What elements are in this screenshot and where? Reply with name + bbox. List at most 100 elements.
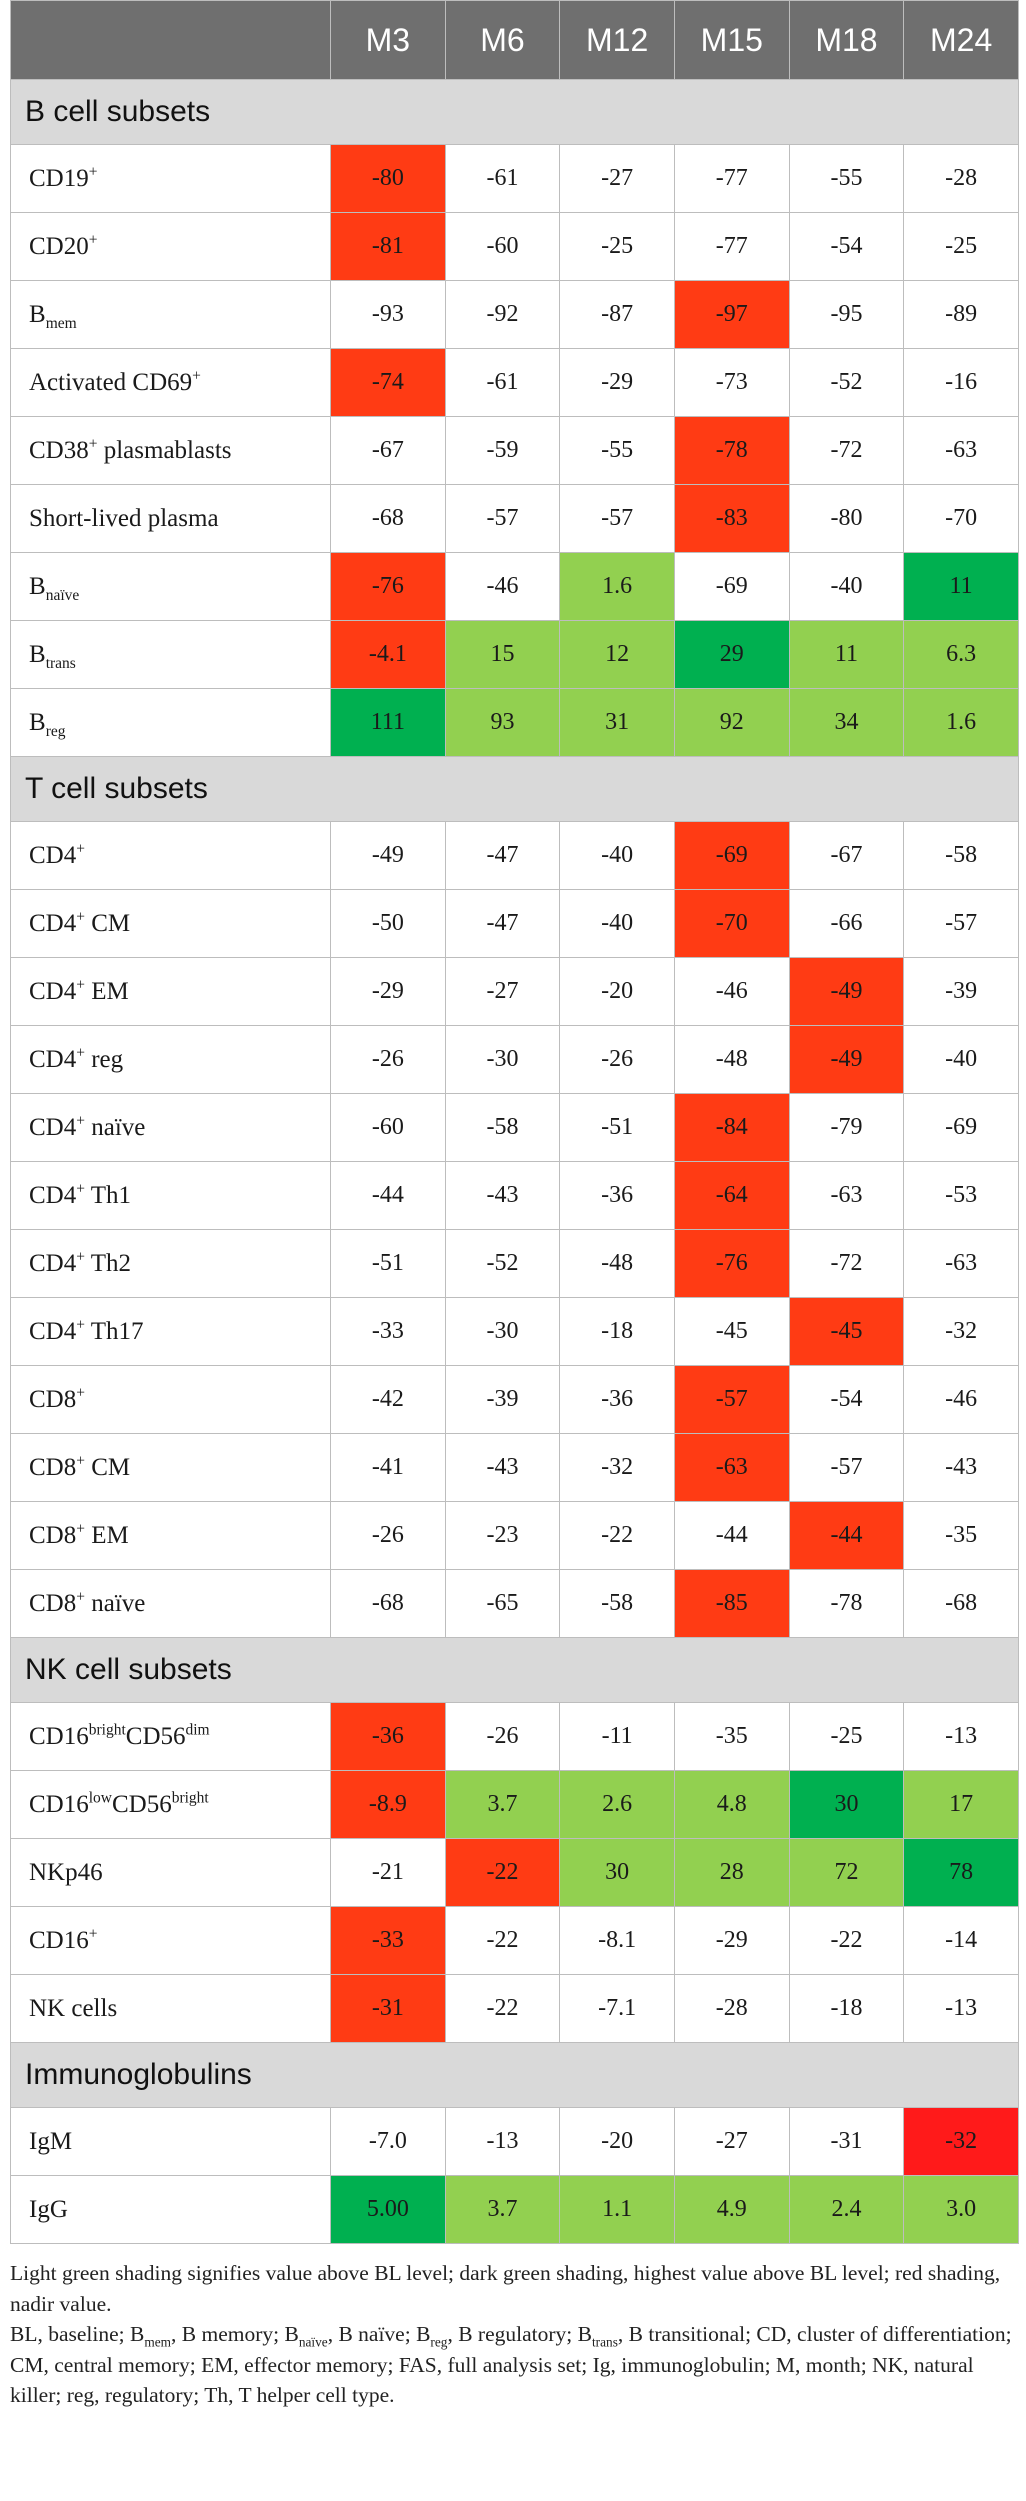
value-cell: -23 xyxy=(444,1501,561,1570)
value-cell: -28 xyxy=(673,1974,790,2043)
value-cell: -84 xyxy=(673,1093,790,1162)
value-cell: -26 xyxy=(559,1025,675,1094)
value-cell: -57 xyxy=(444,484,561,553)
row-label: Bnaïve xyxy=(10,552,331,621)
value-cell: -51 xyxy=(559,1093,675,1162)
section-row: Immunoglobulins xyxy=(10,2042,1019,2108)
row-label: CD19+ xyxy=(10,144,331,213)
value-cell: -32 xyxy=(903,2107,1019,2176)
value-cell: 5.00 xyxy=(330,2175,446,2244)
row-label: Btrans xyxy=(10,620,331,689)
value-cell: -13 xyxy=(903,1702,1019,1771)
value-cell: 2.4 xyxy=(788,2175,905,2244)
value-cell: -67 xyxy=(788,821,905,890)
value-cell: -22 xyxy=(444,1906,561,1975)
value-cell: -18 xyxy=(559,1297,675,1366)
value-cell: -22 xyxy=(788,1906,905,1975)
value-cell: -26 xyxy=(330,1501,446,1570)
row-label: CD16brightCD56dim xyxy=(10,1702,331,1771)
table-row: NK cells -31 -22 -7.1 -28 -18 -13 xyxy=(10,1974,1019,2043)
table-row: Short-lived plasma -68 -57 -57 -83 -80 -70 xyxy=(10,484,1019,553)
section-title: Immunoglobulins xyxy=(10,2042,1019,2108)
value-cell: -43 xyxy=(444,1161,561,1230)
value-cell: -35 xyxy=(903,1501,1019,1570)
value-cell: -81 xyxy=(330,212,446,281)
value-cell: -8.9 xyxy=(330,1770,446,1839)
value-cell: -85 xyxy=(673,1569,790,1638)
value-cell: -8.1 xyxy=(559,1906,675,1975)
value-cell: -7.1 xyxy=(559,1974,675,2043)
value-cell: -27 xyxy=(559,144,675,213)
table-row: CD16brightCD56dim -36 -26 -11 -35 -25 -13 xyxy=(10,1702,1019,1771)
value-cell: 93 xyxy=(444,688,561,757)
table-row: CD4+ naïve -60 -58 -51 -84 -79 -69 xyxy=(10,1093,1019,1162)
value-cell: -29 xyxy=(559,348,675,417)
value-cell: -67 xyxy=(330,416,446,485)
value-cell: -18 xyxy=(788,1974,905,2043)
row-label: IgG xyxy=(10,2175,331,2244)
table-row: CD8+ naïve -68 -65 -58 -85 -78 -68 xyxy=(10,1569,1019,1638)
column-header: M18 xyxy=(788,0,905,80)
value-cell: 4.8 xyxy=(673,1770,790,1839)
row-label: CD38+ plasmablasts xyxy=(10,416,331,485)
value-cell: -77 xyxy=(673,212,790,281)
value-cell: -69 xyxy=(903,1093,1019,1162)
value-cell: -13 xyxy=(444,2107,561,2176)
header-row: M3 M6 M12 M15 M18 M24 xyxy=(10,0,1019,80)
value-cell: -32 xyxy=(559,1433,675,1502)
value-cell: -95 xyxy=(788,280,905,349)
value-cell: -22 xyxy=(444,1974,561,2043)
table-row: CD20+ -81 -60 -25 -77 -54 -25 xyxy=(10,212,1019,281)
section-title: T cell subsets xyxy=(10,756,1019,822)
table-row: Bnaïve -76 -46 1.6 -69 -40 11 xyxy=(10,552,1019,621)
value-cell: -76 xyxy=(673,1229,790,1298)
column-header: M6 xyxy=(444,0,561,80)
footnote-abbreviations: BL, baseline; Bmem, B memory; Bnaïve, B … xyxy=(10,2322,1012,2408)
value-cell: -74 xyxy=(330,348,446,417)
row-label: NK cells xyxy=(10,1974,331,2043)
row-label: NKp46 xyxy=(10,1838,331,1907)
value-cell: -29 xyxy=(673,1906,790,1975)
value-cell: -68 xyxy=(330,484,446,553)
value-cell: 30 xyxy=(788,1770,905,1839)
value-cell: -16 xyxy=(903,348,1019,417)
value-cell: -97 xyxy=(673,280,790,349)
value-cell: -60 xyxy=(444,212,561,281)
row-label: CD4+ Th17 xyxy=(10,1297,331,1366)
value-cell: 1.6 xyxy=(903,688,1019,757)
section-title: B cell subsets xyxy=(10,79,1019,145)
value-cell: -49 xyxy=(330,821,446,890)
section-title: NK cell subsets xyxy=(10,1637,1019,1703)
section-row: T cell subsets xyxy=(10,756,1019,822)
value-cell: -33 xyxy=(330,1297,446,1366)
value-cell: 11 xyxy=(903,552,1019,621)
value-cell: -49 xyxy=(788,1025,905,1094)
value-cell: -11 xyxy=(559,1702,675,1771)
table-row: Btrans -4.1 15 12 29 11 6.3 xyxy=(10,620,1019,689)
value-cell: -44 xyxy=(673,1501,790,1570)
value-cell: -25 xyxy=(903,212,1019,281)
value-cell: 11 xyxy=(788,620,905,689)
value-cell: -44 xyxy=(330,1161,446,1230)
value-cell: -36 xyxy=(330,1702,446,1771)
value-cell: -61 xyxy=(444,144,561,213)
table-row: Activated CD69+ -74 -61 -29 -73 -52 -16 xyxy=(10,348,1019,417)
footnotes: Light green shading signifies value abov… xyxy=(10,2258,1018,2411)
value-cell: -78 xyxy=(788,1569,905,1638)
value-cell: -30 xyxy=(444,1297,561,1366)
value-cell: -92 xyxy=(444,280,561,349)
value-cell: -76 xyxy=(330,552,446,621)
row-label: CD8+ naïve xyxy=(10,1569,331,1638)
value-cell: 30 xyxy=(559,1838,675,1907)
row-label: CD4+ xyxy=(10,821,331,890)
value-cell: -68 xyxy=(903,1569,1019,1638)
row-label: Breg xyxy=(10,688,331,757)
table-row: CD4+ EM -29 -27 -20 -46 -49 -39 xyxy=(10,957,1019,1026)
value-cell: 2.6 xyxy=(559,1770,675,1839)
value-cell: -47 xyxy=(444,821,561,890)
value-cell: -51 xyxy=(330,1229,446,1298)
value-cell: -32 xyxy=(903,1297,1019,1366)
value-cell: -46 xyxy=(903,1365,1019,1434)
value-cell: -58 xyxy=(559,1569,675,1638)
header-blank-cell xyxy=(10,0,331,80)
